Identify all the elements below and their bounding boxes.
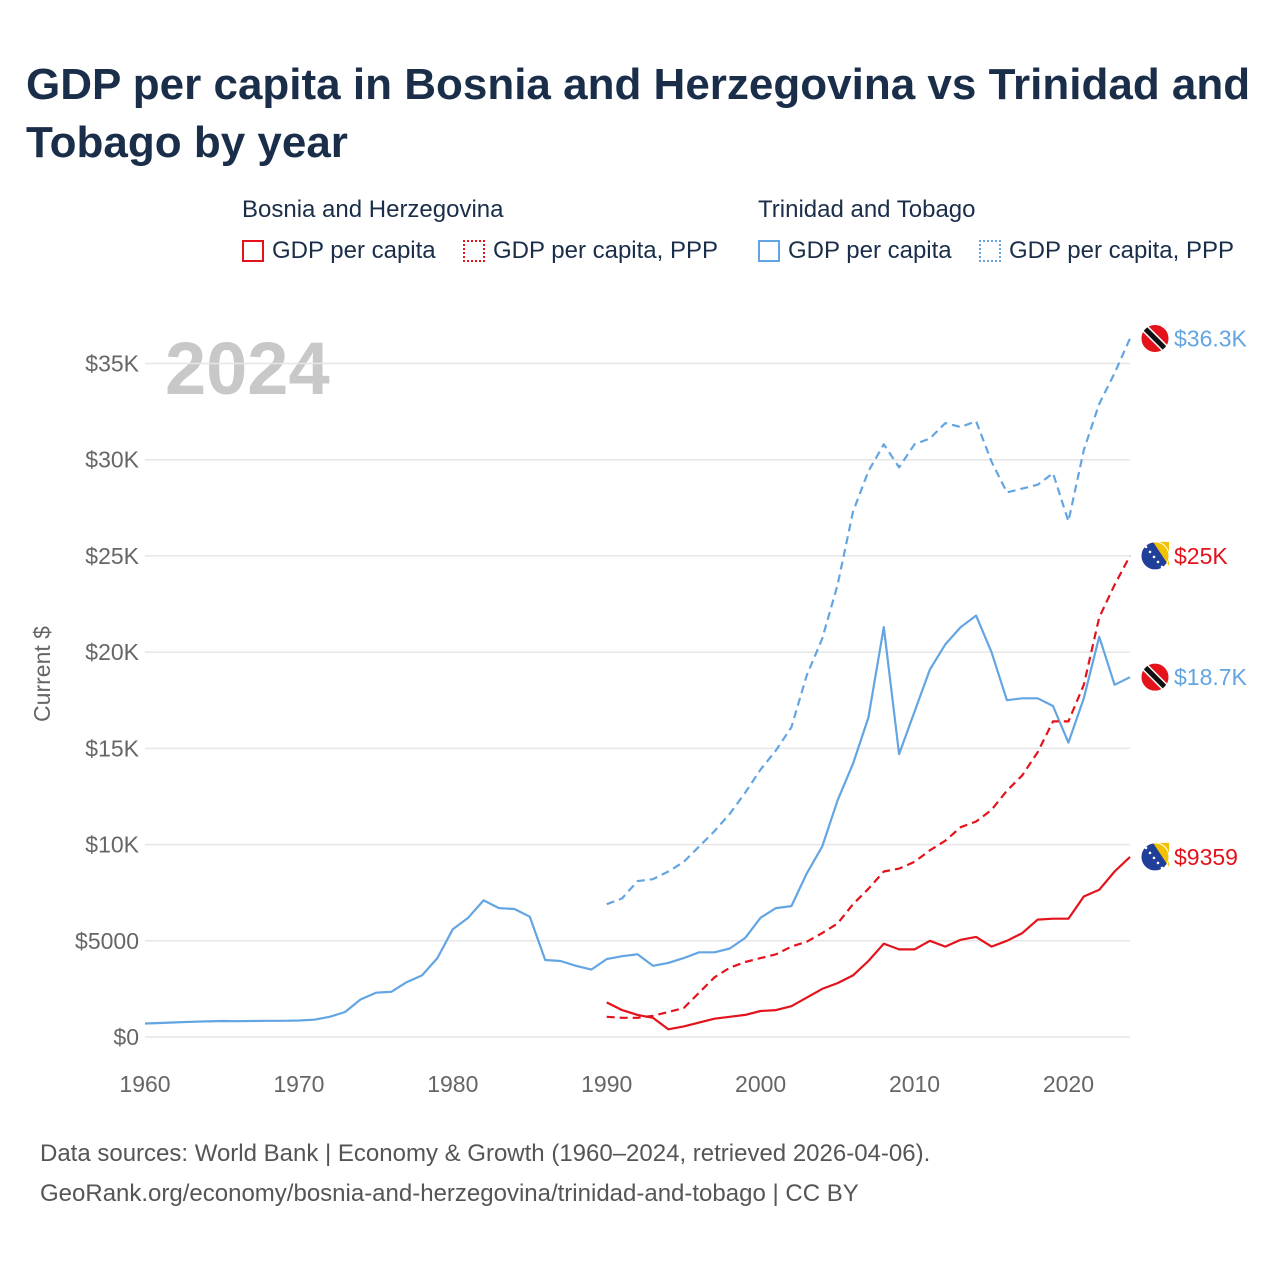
series-end-label: $9359 (1174, 844, 1238, 870)
legend-bosnia-gdp-ppp[interactable]: GDP per capita, PPP (463, 237, 718, 265)
legend-label: GDP per capita (272, 237, 436, 264)
legend-swatch-solid-red (242, 240, 264, 262)
x-tick-label: 2010 (889, 1071, 940, 1097)
legend-label: GDP per capita, PPP (493, 237, 718, 264)
x-tick-label: 1960 (119, 1071, 170, 1097)
series-end-label: $36.3K (1174, 325, 1248, 351)
legend-swatch-dotted-red (463, 240, 485, 262)
y-tick-label: $5000 (75, 928, 139, 954)
legend-group-bosnia: Bosnia and Herzegovina (242, 196, 504, 223)
trinidad-flag-icon (1140, 323, 1170, 353)
x-tick-label: 1970 (273, 1071, 324, 1097)
footer-sources: Data sources: World Bank | Economy & Gro… (40, 1140, 931, 1167)
series-end-label: $18.7K (1174, 664, 1248, 690)
bosnia-flag-icon (1140, 842, 1170, 872)
legend-bosnia-gdp[interactable]: GDP per capita (242, 237, 436, 265)
chart-title: GDP per capita in Bosnia and Herzegovina… (26, 60, 1251, 167)
year-watermark: 2024 (165, 327, 330, 410)
y-tick-label: $20K (85, 639, 139, 665)
x-tick-label: 2020 (1043, 1071, 1094, 1097)
legend-trinidad-gdp[interactable]: GDP per capita (758, 237, 952, 265)
y-tick-label: $25K (85, 543, 139, 569)
legend-swatch-solid-blue (758, 240, 780, 262)
trinidad-flag-icon (1140, 662, 1170, 692)
x-tick-label: 1980 (427, 1071, 478, 1097)
bosnia-gdp-line (606, 856, 1131, 1031)
footer-url[interactable]: GeoRank.org/economy/bosnia-and-herzegovi… (40, 1180, 859, 1207)
x-tick-label: 1990 (581, 1071, 632, 1097)
legend-label: GDP per capita, PPP (1009, 237, 1234, 264)
y-tick-label: $30K (85, 447, 139, 473)
y-tick-label: $10K (85, 832, 139, 858)
series-end-label: $25K (1174, 543, 1228, 569)
bosnia-flag-icon (1140, 541, 1170, 571)
x-tick-label: 2000 (735, 1071, 786, 1097)
y-tick-label: $0 (113, 1024, 139, 1050)
bosnia-gdp-ppp-line (606, 555, 1131, 1019)
legend-swatch-dotted-blue (979, 240, 1001, 262)
legend-trinidad-gdp-ppp[interactable]: GDP per capita, PPP (979, 237, 1234, 265)
trinidad-gdp-ppp-line (606, 338, 1132, 906)
y-tick-label: $15K (85, 735, 139, 761)
legend-label: GDP per capita (788, 237, 952, 264)
y-axis-label: Current $ (29, 626, 55, 722)
y-tick-label: $35K (85, 350, 139, 376)
legend-group-trinidad: Trinidad and Tobago (758, 196, 976, 223)
trinidad-gdp-line (144, 614, 1131, 1025)
